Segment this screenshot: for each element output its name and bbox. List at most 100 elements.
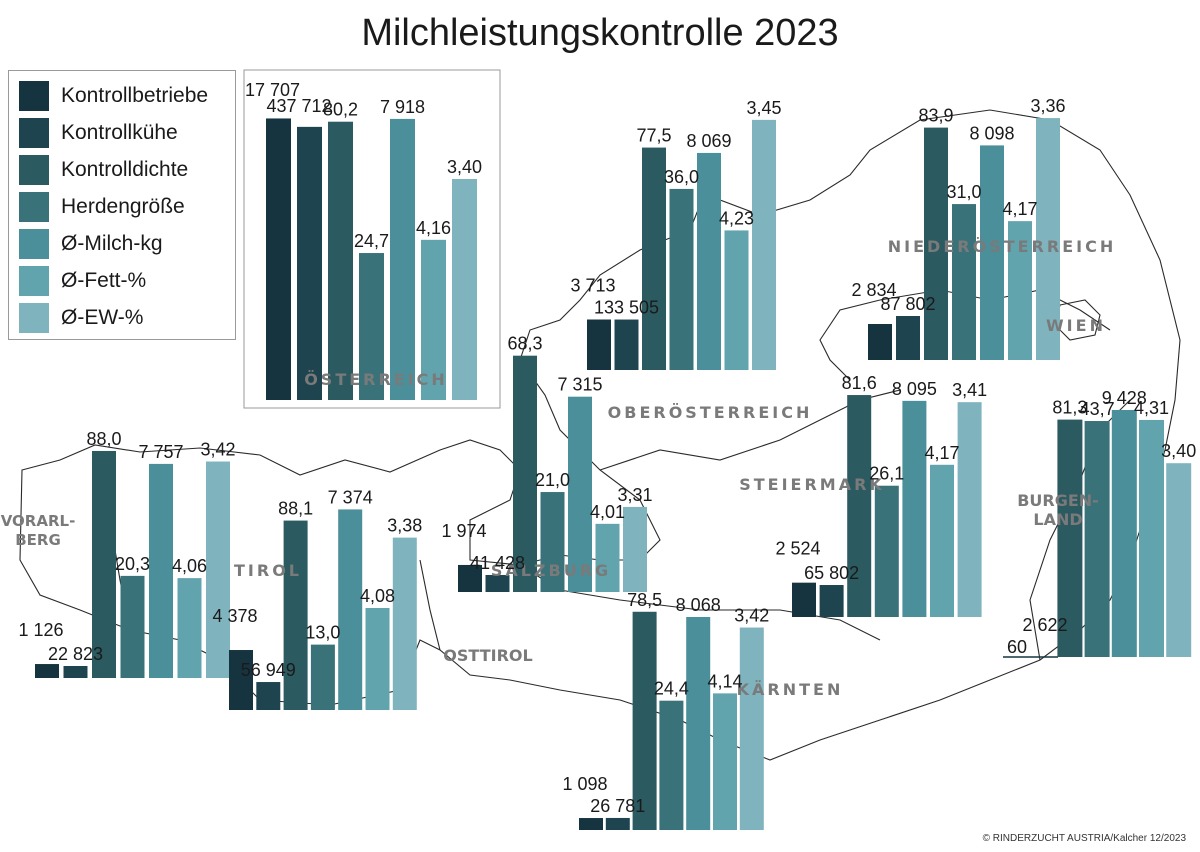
value-label-vorarlberg-3: 88,0 — [86, 429, 121, 449]
bar-tirol-5 — [338, 509, 363, 710]
value-label-tirol-7: 3,38 — [387, 516, 422, 536]
value-label-tirol-3: 88,1 — [278, 499, 313, 519]
value-label-vorarlberg-1: 1 126 — [18, 620, 63, 640]
bar-steiermark-1 — [792, 582, 816, 617]
bar-niederösterreich-4 — [952, 204, 976, 360]
region-label-burgenland: BURGEN- — [1017, 491, 1099, 510]
value-label-österreich-2: 437 712 — [266, 96, 331, 116]
region-label-tirol: TIROL — [234, 561, 302, 580]
bar-salzburg-3 — [513, 355, 537, 592]
value-label-burgenland-5: 9 428 — [1102, 388, 1147, 408]
legend-label: Ø-Fett-% — [61, 269, 147, 292]
legend-label: Kontrollkühe — [61, 121, 178, 144]
bar-tirol-6 — [365, 608, 390, 710]
value-label-steiermark-6: 4,17 — [924, 443, 959, 463]
value-label-vorarlberg-2: 22 823 — [48, 644, 103, 664]
value-label-kärnten-7: 3,42 — [734, 606, 769, 626]
value-label-kärnten-6: 4,14 — [707, 671, 742, 691]
legend-item-kontrolldichte: Kontrolldichte — [19, 155, 188, 185]
bar-österreich-7 — [452, 179, 477, 400]
bar-tirol-1 — [229, 650, 253, 710]
value-label-burgenland-6: 4,31 — [1134, 398, 1169, 418]
value-label-oberösterreich-3: 77,5 — [636, 126, 671, 146]
bar-österreich-2 — [297, 126, 322, 401]
value-label-niederösterreich-3: 83,9 — [918, 106, 953, 126]
value-label-tirol-1: 4 378 — [212, 606, 257, 626]
value-label-salzburg-5: 7 315 — [557, 375, 602, 395]
value-label-kärnten-2: 26 781 — [590, 796, 645, 816]
value-label-tirol-5: 7 374 — [328, 487, 373, 507]
bar-steiermark-3 — [847, 395, 872, 617]
bar-tirol-3 — [283, 520, 308, 710]
bar-kärnten-1 — [579, 818, 603, 830]
value-label-niederösterreich-1: 2 834 — [851, 280, 896, 300]
value-label-vorarlberg-7: 3,42 — [200, 440, 235, 460]
legend-label: Kontrolldichte — [61, 158, 189, 181]
value-label-tirol-4: 13,0 — [305, 623, 340, 643]
legend-swatch — [19, 118, 49, 148]
bar-salzburg-6 — [595, 523, 620, 592]
value-label-oberösterreich-6: 4,23 — [719, 208, 754, 228]
legend-item-kontrollkuehe: Kontrollkühe — [19, 118, 178, 148]
region-label-burgenland: LAND — [1033, 510, 1082, 529]
bar-salzburg-1 — [458, 564, 482, 592]
bar-burgenland-6 — [1139, 419, 1164, 657]
value-label-österreich-4: 24,7 — [354, 231, 389, 251]
value-label-österreich-7: 3,40 — [447, 157, 482, 177]
bar-vorarlberg-5 — [149, 463, 173, 678]
bar-burgenland-7 — [1166, 463, 1192, 657]
bars-layer — [35, 118, 1192, 830]
bar-niederösterreich-1 — [868, 324, 892, 360]
value-label-niederösterreich-7: 3,36 — [1030, 96, 1065, 116]
legend-item-ew-prozent: Ø-EW-% — [19, 303, 143, 333]
bar-tirol-7 — [392, 537, 417, 710]
legend-swatch — [19, 229, 49, 259]
value-label-vorarlberg-6: 4,06 — [172, 556, 207, 576]
value-label-österreich-1: 17 707 — [245, 80, 300, 100]
region-label-kärnten: KÄRNTEN — [737, 680, 844, 699]
bar-oberösterreich-1 — [587, 319, 611, 370]
bar-tirol-4 — [310, 644, 335, 710]
bar-oberösterreich-4 — [669, 188, 694, 370]
legend-label: Ø-EW-% — [61, 306, 144, 329]
value-label-österreich-5: 7 918 — [380, 97, 425, 117]
region-label-niederösterreich: NIEDERÖSTERREICH — [888, 237, 1116, 256]
value-label-steiermark-5: 8 095 — [892, 379, 937, 399]
value-label-steiermark-2: 65 802 — [804, 563, 859, 583]
bar-vorarlberg-2 — [63, 665, 88, 678]
value-label-kärnten-5: 8 068 — [676, 595, 721, 615]
legend-label: Herdengröße — [61, 195, 185, 218]
value-label-salzburg-7: 3,31 — [617, 485, 652, 505]
bar-oberösterreich-5 — [697, 152, 721, 370]
value-label-burgenland-1: 60 — [1007, 637, 1027, 657]
region-label-oberösterreich: OBERÖSTERREICH — [608, 403, 813, 422]
bar-kärnten-4 — [659, 700, 684, 830]
legend-item-milch-kg: Ø-Milch-kg — [19, 229, 163, 259]
region-label-steiermark: STEIERMARK — [739, 475, 885, 494]
value-label-kärnten-3: 78,5 — [627, 590, 662, 610]
bar-österreich-5 — [390, 118, 415, 400]
bar-vorarlberg-1 — [35, 664, 59, 678]
value-label-tirol-2: 56 949 — [241, 660, 296, 680]
value-label-salzburg-6: 4,01 — [590, 502, 625, 522]
region-label-wien: WIEN — [1046, 316, 1106, 335]
value-label-oberösterreich-7: 3,45 — [746, 98, 781, 118]
bar-vorarlberg-7 — [206, 461, 230, 678]
bar-niederösterreich-5 — [980, 145, 1004, 360]
bar-niederösterreich-6 — [1008, 221, 1032, 360]
value-label-kärnten-1: 1 098 — [562, 774, 607, 794]
legend-swatch — [19, 81, 49, 111]
value-label-salzburg-2: 41 428 — [470, 553, 525, 573]
region-label-vorarlberg: VORARL- — [1, 512, 76, 530]
value-label-vorarlberg-4: 20,3 — [115, 554, 150, 574]
value-label-kärnten-4: 24,4 — [654, 679, 689, 699]
copyright-note: © RINDERZUCHT AUSTRIA/Kalcher 12/2023 — [982, 833, 1186, 844]
value-label-burgenland-7: 3,40 — [1161, 441, 1196, 461]
bar-salzburg-5 — [568, 396, 592, 592]
bar-niederösterreich-7 — [1036, 118, 1060, 360]
bar-niederösterreich-2 — [896, 316, 920, 360]
bar-burgenland-3 — [1057, 419, 1083, 657]
value-label-österreich-3: 80,2 — [323, 100, 358, 120]
bar-kärnten-3 — [632, 611, 657, 830]
